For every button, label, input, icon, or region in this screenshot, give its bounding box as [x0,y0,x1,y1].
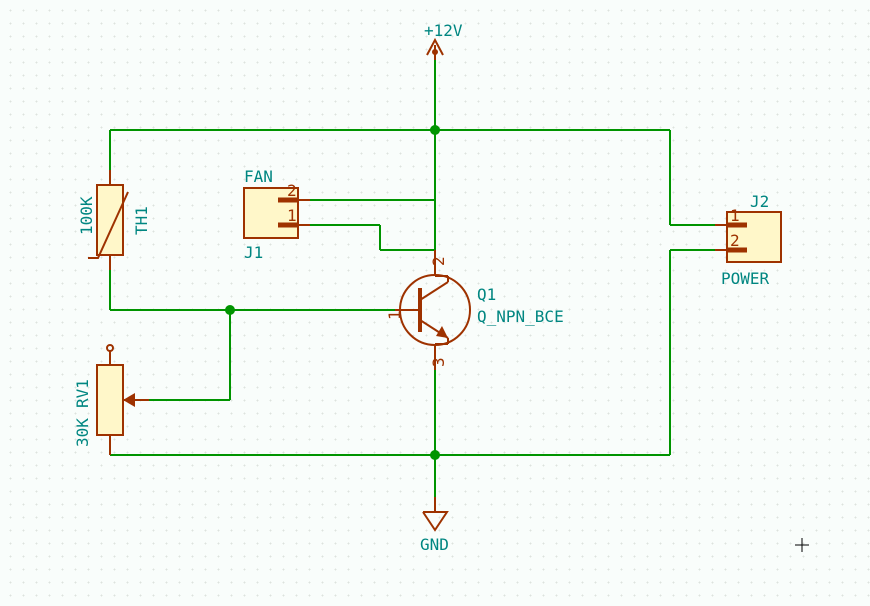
j1-ref: J1 [244,243,263,262]
power-12v-symbol: +12V [424,21,463,60]
th1-value: 100K [77,196,96,235]
j2-ref: J2 [750,192,769,211]
j1-label: FAN [244,167,273,186]
schematic-canvas: +12V GND 100K TH1 RV1 30K FAN J1 2 1 [0,0,870,606]
connector-j1: FAN J1 2 1 [244,167,310,262]
q1-pin1: 1 [385,310,404,320]
potentiometer-rv1: RV1 30K [73,345,149,455]
rv1-value: 30K [73,418,92,447]
q1-pin3: 3 [429,357,448,367]
q1-value: Q_NPN_BCE [477,307,564,326]
power-label: +12V [424,21,463,40]
junction-dot [430,125,440,135]
q1-pin2: 2 [429,256,448,266]
j2-pin1: 1 [730,206,740,225]
connector-j2: J2 POWER 1 2 [715,192,781,288]
j1-pin1: 1 [287,206,297,225]
j2-label: POWER [721,269,770,288]
cursor-crosshair [795,538,809,552]
j2-pin2: 2 [730,231,740,250]
junction-dot [430,450,440,460]
rv1-ref: RV1 [73,379,92,408]
thermistor-th1: 100K TH1 [77,170,151,270]
th1-ref: TH1 [132,206,151,235]
ground-label: GND [420,535,449,554]
junction-dot [225,305,235,315]
j1-pin2: 2 [287,181,297,200]
q1-ref: Q1 [477,285,496,304]
ground-symbol: GND [420,497,449,554]
transistor-q1: 1 2 3 Q1 Q_NPN_BCE [385,250,564,370]
